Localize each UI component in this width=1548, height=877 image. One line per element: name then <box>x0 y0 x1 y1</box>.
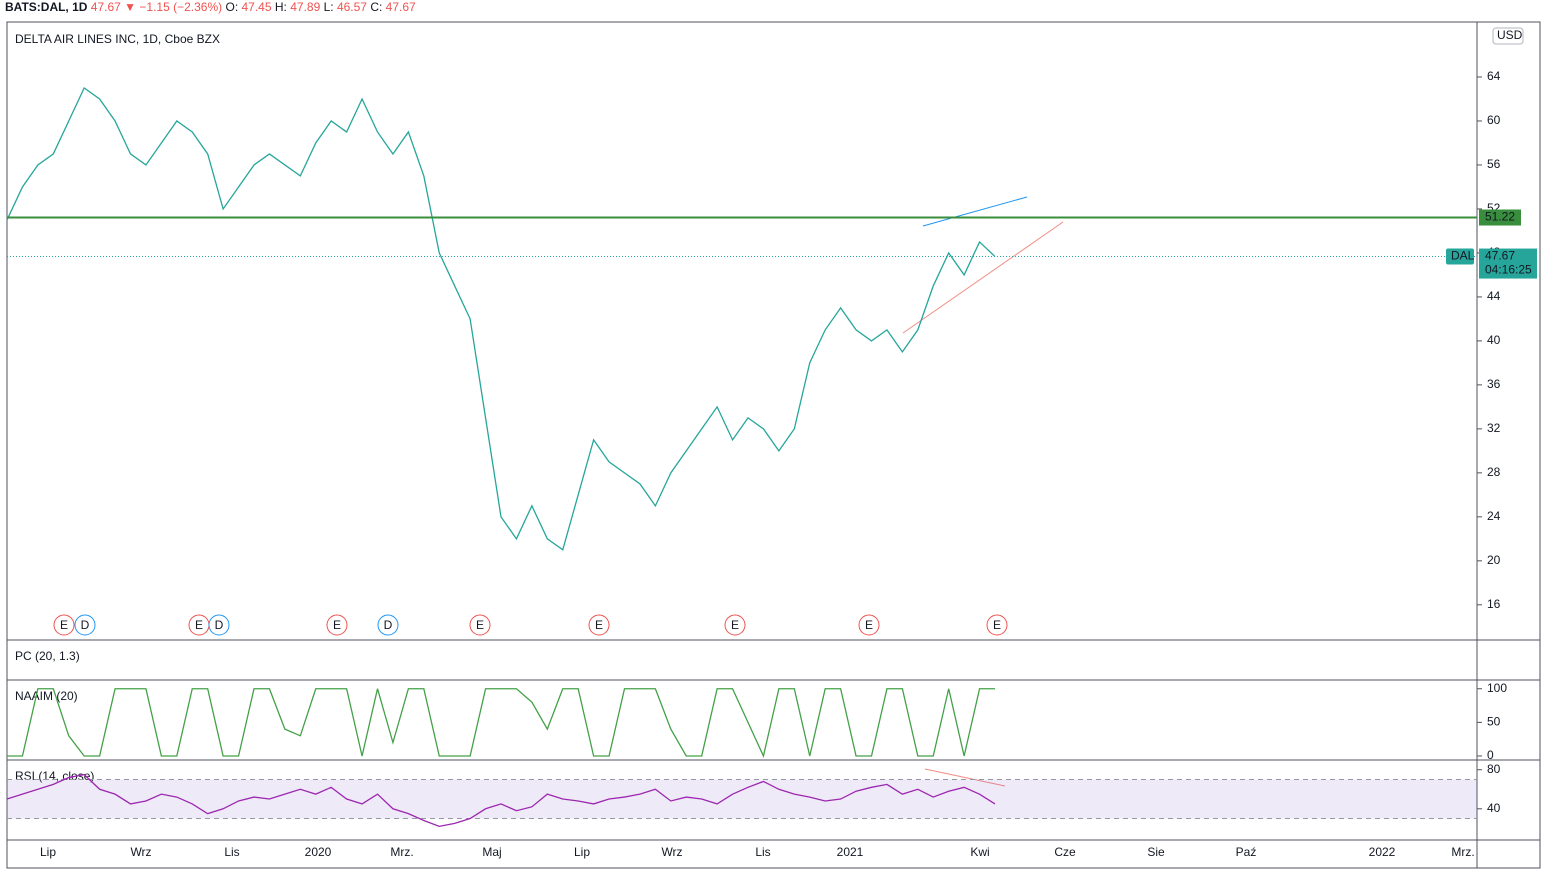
rsi-band <box>7 779 1477 819</box>
pane-title: PC (20, 1.3) <box>15 649 80 663</box>
x-tick-label: 2021 <box>837 845 864 859</box>
header-item: O: <box>225 0 238 14</box>
header: BATS:DAL, 1D 47.67 ▼ −1.15 (−2.36%) O: 4… <box>5 0 416 14</box>
header-item: BATS:DAL, 1D <box>5 0 88 14</box>
x-tick-label: Maj <box>482 845 501 859</box>
y-tick-label: 80 <box>1487 762 1501 776</box>
y-tick-label: 32 <box>1487 421 1501 435</box>
header-item: 46.57 <box>337 0 367 14</box>
event-marker <box>986 614 1008 636</box>
header-item: 47.89 <box>290 0 320 14</box>
event-label: D <box>384 618 393 632</box>
event-marker <box>326 614 348 636</box>
level-label: 51.22 <box>1485 210 1515 224</box>
trend-line <box>922 196 1028 227</box>
y-tick-label: 24 <box>1487 509 1501 523</box>
symbol-label: DAL <box>1451 249 1475 263</box>
event-marker <box>588 614 610 636</box>
x-tick-label: Cze <box>1054 845 1076 859</box>
x-tick-label: Wrz <box>130 845 151 859</box>
event-label: D <box>81 618 90 632</box>
series-line <box>6 773 996 828</box>
y-tick-label: 20 <box>1487 553 1501 567</box>
x-tick-label: Lip <box>574 845 590 859</box>
header-item: 47.45 <box>242 0 272 14</box>
event-label: E <box>865 618 873 632</box>
trend-line <box>902 221 1064 334</box>
symbol-badge <box>1446 248 1474 265</box>
x-tick-label: Lis <box>755 845 770 859</box>
y-tick-label: 60 <box>1487 113 1501 127</box>
event-marker <box>208 614 230 636</box>
event-label: E <box>595 618 603 632</box>
header-item: H: <box>275 0 287 14</box>
x-tick-label: Lis <box>224 845 239 859</box>
event-marker <box>74 614 96 636</box>
price-label: 47.67 <box>1485 249 1515 263</box>
x-tick-label: Wrz <box>661 845 682 859</box>
y-tick-label: 0 <box>1487 748 1494 762</box>
header-item: −1.15 (−2.36%) <box>139 0 222 14</box>
x-tick-label: Sie <box>1147 845 1165 859</box>
y-tick-label: 16 <box>1487 597 1501 611</box>
x-tick-label: Lip <box>40 845 56 859</box>
y-tick-label: 50 <box>1487 715 1501 729</box>
y-tick-label: 56 <box>1487 157 1501 171</box>
y-tick-label: 36 <box>1487 377 1501 391</box>
currency-box <box>1492 27 1524 45</box>
x-tick-label: 2022 <box>1369 845 1396 859</box>
header-item: ▼ <box>124 0 136 14</box>
event-label: E <box>195 618 203 632</box>
y-tick-label: 40 <box>1487 801 1501 815</box>
event-marker <box>724 614 746 636</box>
frame <box>6 21 1541 869</box>
y-tick-label: 40 <box>1487 333 1501 347</box>
x-tick-label: Mrz. <box>1451 845 1474 859</box>
price-badge <box>1479 248 1537 279</box>
x-tick-label: Kwi <box>970 845 989 859</box>
y-tick-label: 64 <box>1487 69 1501 83</box>
header-item: L: <box>324 0 334 14</box>
currency-label: USD <box>1497 28 1523 42</box>
event-label: E <box>476 618 484 632</box>
countdown-label: 04:16:25 <box>1485 263 1532 277</box>
x-tick-label: Paź <box>1236 845 1257 859</box>
level-badge <box>1479 209 1521 226</box>
event-label: E <box>60 618 68 632</box>
trend-line <box>924 768 1006 787</box>
header-text: BATS:DAL, 1D 47.67 ▼ −1.15 (−2.36%) O: 4… <box>5 0 416 14</box>
event-marker <box>469 614 491 636</box>
event-marker <box>53 614 75 636</box>
pane-title: NAAIM (20) <box>15 689 78 703</box>
header-item: 47.67 <box>91 0 121 14</box>
event-label: E <box>993 618 1001 632</box>
event-marker <box>377 614 399 636</box>
y-tick-label: 44 <box>1487 289 1501 303</box>
series-line <box>7 688 995 758</box>
pane-title: DELTA AIR LINES INC, 1D, Cboe BZX <box>15 32 220 46</box>
header-item: C: <box>370 0 382 14</box>
series-line <box>6 86 996 551</box>
event-label: D <box>215 618 224 632</box>
event-label: E <box>731 618 739 632</box>
y-tick-label: 28 <box>1487 465 1501 479</box>
event-label: E <box>333 618 341 632</box>
y-tick-label: 100 <box>1487 681 1507 695</box>
x-tick-label: 2020 <box>305 845 332 859</box>
header-item: 47.67 <box>386 0 416 14</box>
x-tick-label: Mrz. <box>390 845 413 859</box>
event-marker <box>858 614 880 636</box>
